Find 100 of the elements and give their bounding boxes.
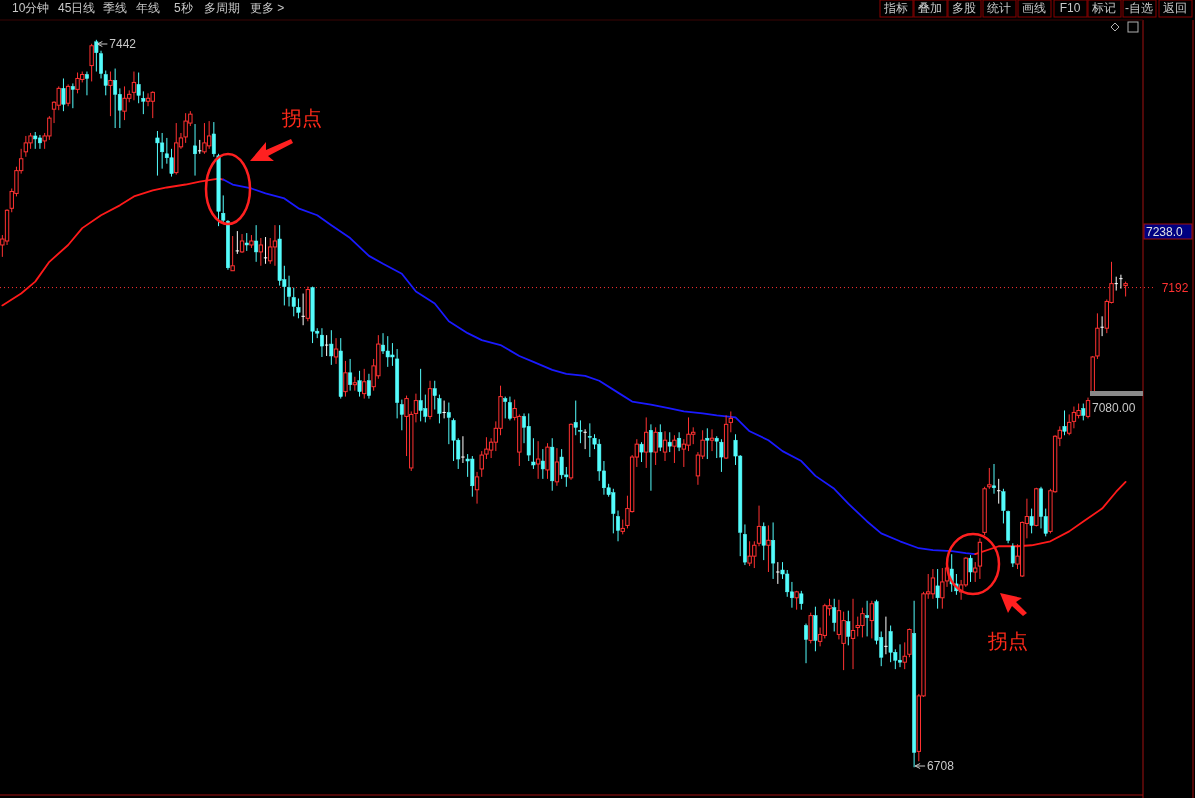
candlestick xyxy=(131,71,137,101)
candlestick xyxy=(357,370,362,398)
candlestick xyxy=(545,442,550,480)
candlestick xyxy=(254,224,259,263)
candlestick xyxy=(719,438,724,473)
candlestick xyxy=(705,427,710,460)
candlestick xyxy=(432,380,437,410)
candlestick xyxy=(89,43,94,82)
annotation: 拐点 xyxy=(281,107,322,129)
candlestick xyxy=(197,139,202,155)
candlestick xyxy=(658,423,663,452)
text: 叠加 xyxy=(918,1,942,15)
text: 季线 xyxy=(103,1,127,15)
candlestick xyxy=(1114,276,1119,292)
candlestick xyxy=(441,400,447,419)
candlestick xyxy=(709,428,715,452)
candlestick xyxy=(587,422,592,458)
candlestick xyxy=(865,600,870,637)
text: -自选 xyxy=(1125,1,1153,15)
candlestick xyxy=(582,428,588,450)
candlestick xyxy=(766,524,771,573)
candlestick xyxy=(667,431,672,453)
candlestick xyxy=(362,368,367,400)
text: 统计 xyxy=(987,1,1011,15)
candlestick xyxy=(258,237,264,267)
annotation: 7080.00 xyxy=(1092,401,1136,415)
ref-line-label: 7192 xyxy=(1161,280,1189,295)
candlestick xyxy=(272,224,278,267)
candlestick xyxy=(235,230,240,255)
candlestick xyxy=(992,463,996,495)
candlestick xyxy=(832,598,837,632)
candlestick xyxy=(761,521,766,561)
candlestick xyxy=(61,77,66,112)
candlestick xyxy=(324,334,329,357)
candlestick xyxy=(554,447,560,487)
candlestick xyxy=(333,337,339,365)
candlestick xyxy=(507,396,512,421)
candlestick xyxy=(503,396,508,419)
candlestick xyxy=(648,423,653,492)
annotation: 拐点 xyxy=(987,630,1028,652)
candlestick xyxy=(446,402,451,445)
candlestick xyxy=(1062,409,1067,436)
candlestick xyxy=(902,641,907,670)
candlestick xyxy=(1085,397,1091,419)
candlestick xyxy=(1010,542,1015,568)
candlestick xyxy=(540,448,545,480)
candlestick xyxy=(662,430,668,462)
candlestick xyxy=(65,83,71,107)
candlestick xyxy=(1029,508,1034,534)
candlestick xyxy=(230,235,235,272)
candlestick xyxy=(474,471,480,505)
candlestick xyxy=(70,82,75,109)
candlestick xyxy=(150,90,155,119)
candlestick xyxy=(300,293,306,326)
candlestick xyxy=(535,440,541,480)
candlestick xyxy=(1001,488,1006,524)
candlestick xyxy=(211,121,216,158)
annotation: 6708 xyxy=(927,759,955,773)
candlestick xyxy=(437,394,442,424)
candlestick xyxy=(968,554,973,583)
candlestick xyxy=(996,478,1001,505)
annotation: 7442 xyxy=(109,37,137,51)
candlestick xyxy=(653,426,658,466)
candlestick xyxy=(714,435,719,459)
candlestick xyxy=(977,537,983,580)
candlestick xyxy=(1099,315,1105,337)
candlestick xyxy=(155,130,160,177)
text: 画线 xyxy=(1022,1,1046,15)
candlestick xyxy=(940,567,945,610)
text: 标记 xyxy=(1091,1,1116,15)
candlestick xyxy=(348,358,353,392)
text: 5秒 xyxy=(174,1,193,15)
text: 10分钟 xyxy=(12,1,50,15)
candlestick xyxy=(639,441,644,463)
candlestick xyxy=(573,400,578,436)
candlestick xyxy=(108,71,113,117)
candlestick xyxy=(206,120,212,150)
candlestick xyxy=(869,600,875,639)
candlestick xyxy=(850,598,856,670)
candlestick xyxy=(1118,274,1124,290)
text: 年线 xyxy=(136,1,160,15)
text: 多股 xyxy=(952,1,976,15)
candlestick xyxy=(930,568,936,600)
text: 指标 xyxy=(883,1,908,15)
candlestick xyxy=(460,435,466,464)
candlestick xyxy=(23,135,29,158)
candlestick xyxy=(263,236,268,265)
text: 更多 > xyxy=(250,1,285,15)
text: F10 xyxy=(1059,1,1081,15)
candlestick xyxy=(169,148,174,178)
candlestick xyxy=(883,616,889,655)
candlestick xyxy=(804,623,808,664)
candlestick xyxy=(935,568,940,610)
text: 45日线 xyxy=(58,1,96,15)
candlestick xyxy=(644,416,649,469)
candlestick xyxy=(677,431,682,452)
text: 返回 xyxy=(1163,1,1187,15)
candlestick xyxy=(672,434,677,464)
candlestick xyxy=(367,373,371,400)
candlestick xyxy=(987,467,992,490)
